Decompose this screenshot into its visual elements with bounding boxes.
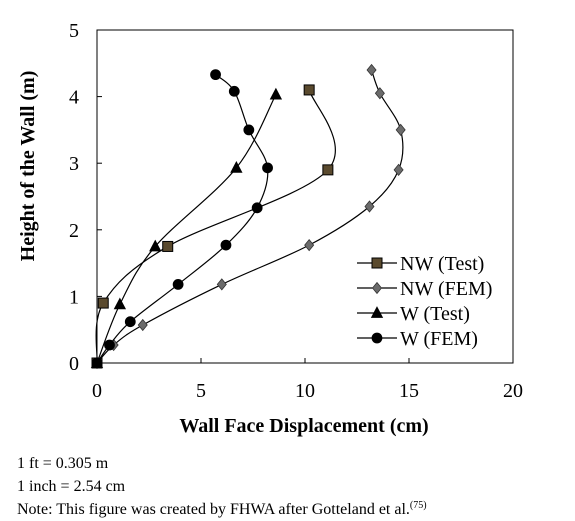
data-point [303,84,315,96]
data-point [366,63,377,77]
data-point [216,278,227,291]
data-point [220,239,232,251]
data-point [124,316,136,328]
data-point [113,297,127,310]
note-source: Note: This figure was created by FHWA af… [17,498,427,521]
data-point [269,87,283,100]
x-tick-label: 20 [503,380,523,402]
note-unit-inch: 1 inch = 2.54 cm [17,478,126,495]
note-reference: (75) [409,500,427,511]
y-axis-label: Height of the Wall (m) [17,71,39,262]
legend: NW (Test) NW (FEM) W (Test) W (FEM) [357,253,492,350]
figure-notes: 1 ft = 0.305 m 1 inch = 2.54 cm Note: Th… [17,452,427,521]
data-point [230,160,243,173]
y-tick-label: 2 [69,220,79,242]
legend-marker [371,332,383,344]
x-tick-label: 15 [399,380,419,402]
data-point [251,202,263,214]
data-point [374,87,385,100]
x-tick-label: 5 [196,380,206,402]
y-tick-label: 4 [69,87,79,109]
data-point [228,85,240,97]
y-tick-label: 5 [69,20,79,42]
data-point [364,200,375,213]
data-point [91,357,103,369]
x-axis-label: Wall Face Displacement (cm) [179,415,428,437]
legend-marker [370,306,384,318]
data-point [395,123,406,137]
data-point [172,279,184,290]
legend-label: W (FEM) [400,328,478,350]
data-point [304,238,315,252]
data-point [262,162,273,174]
data-point [137,318,148,332]
y-tick-label: 3 [69,153,79,175]
legend-marker [371,281,383,295]
data-point [243,124,255,136]
legend-label: NW (Test) [400,253,484,275]
series-line [96,69,404,364]
data-point [162,240,174,252]
data-point [149,239,162,252]
series-diamond [91,63,406,370]
series-line [96,74,269,364]
note-unit-ft: 1 ft = 0.305 m [17,455,109,472]
data-point [210,69,221,81]
data-point [97,297,109,309]
wall-displacement-chart: 0 5 10 15 20 0 1 2 3 4 5 NW (Test) NW (FEM) W (Test)… [17,20,523,437]
x-tick-label: 0 [92,380,102,402]
x-tick-label: 10 [295,380,315,402]
y-tick-label: 1 [69,286,79,308]
series-layer [90,63,406,370]
data-point [104,339,115,351]
legend-label: NW (FEM) [400,278,492,300]
y-tick-label: 0 [69,353,79,375]
legend-label: W (Test) [400,303,470,325]
data-point [322,164,334,176]
series-circle [91,69,273,369]
legend-marker [371,257,383,269]
note-source-text: Note: This figure was created by FHWA af… [17,501,410,518]
data-point [393,163,404,176]
